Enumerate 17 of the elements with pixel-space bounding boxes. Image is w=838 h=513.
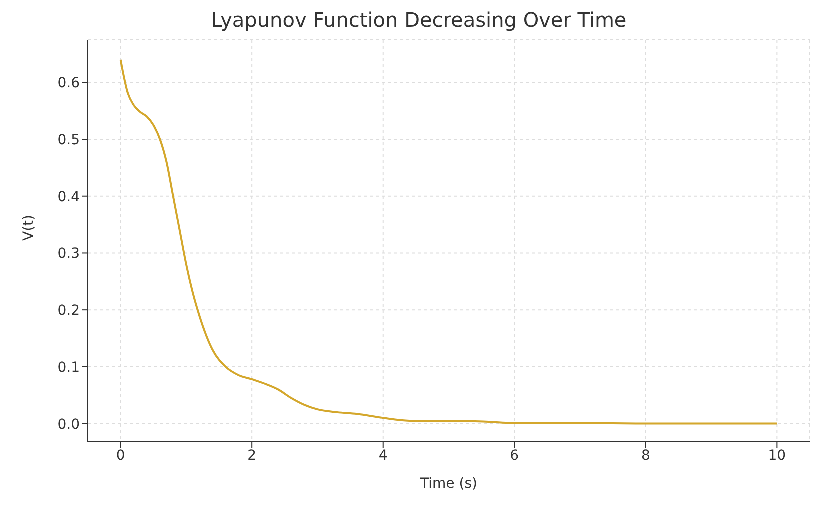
y-tick-label: 0.3: [58, 246, 80, 262]
x-axis-title: Time (s): [420, 476, 478, 492]
y-tick-label: 0.2: [58, 303, 80, 320]
x-tick-label: 2: [248, 448, 257, 464]
y-tick-label: 0.5: [58, 132, 80, 148]
chart-title: Lyapunov Function Decreasing Over Time: [210, 8, 628, 32]
y-tick-label: 0.6: [58, 76, 80, 92]
x-tick-label: 8: [641, 448, 650, 464]
y-tick-label: 0.4: [58, 189, 80, 206]
x-tick-label: 6: [510, 448, 520, 464]
line-series: [120, 58, 778, 425]
y-axis-title: V(t): [20, 215, 37, 241]
x-tick-label: 10: [768, 448, 786, 464]
y-tick-label: 0.0: [58, 416, 80, 433]
x-tick-label: 4: [378, 448, 388, 464]
y-tick-label: 0.1: [58, 360, 80, 376]
x-tick-label: 0: [116, 448, 126, 464]
